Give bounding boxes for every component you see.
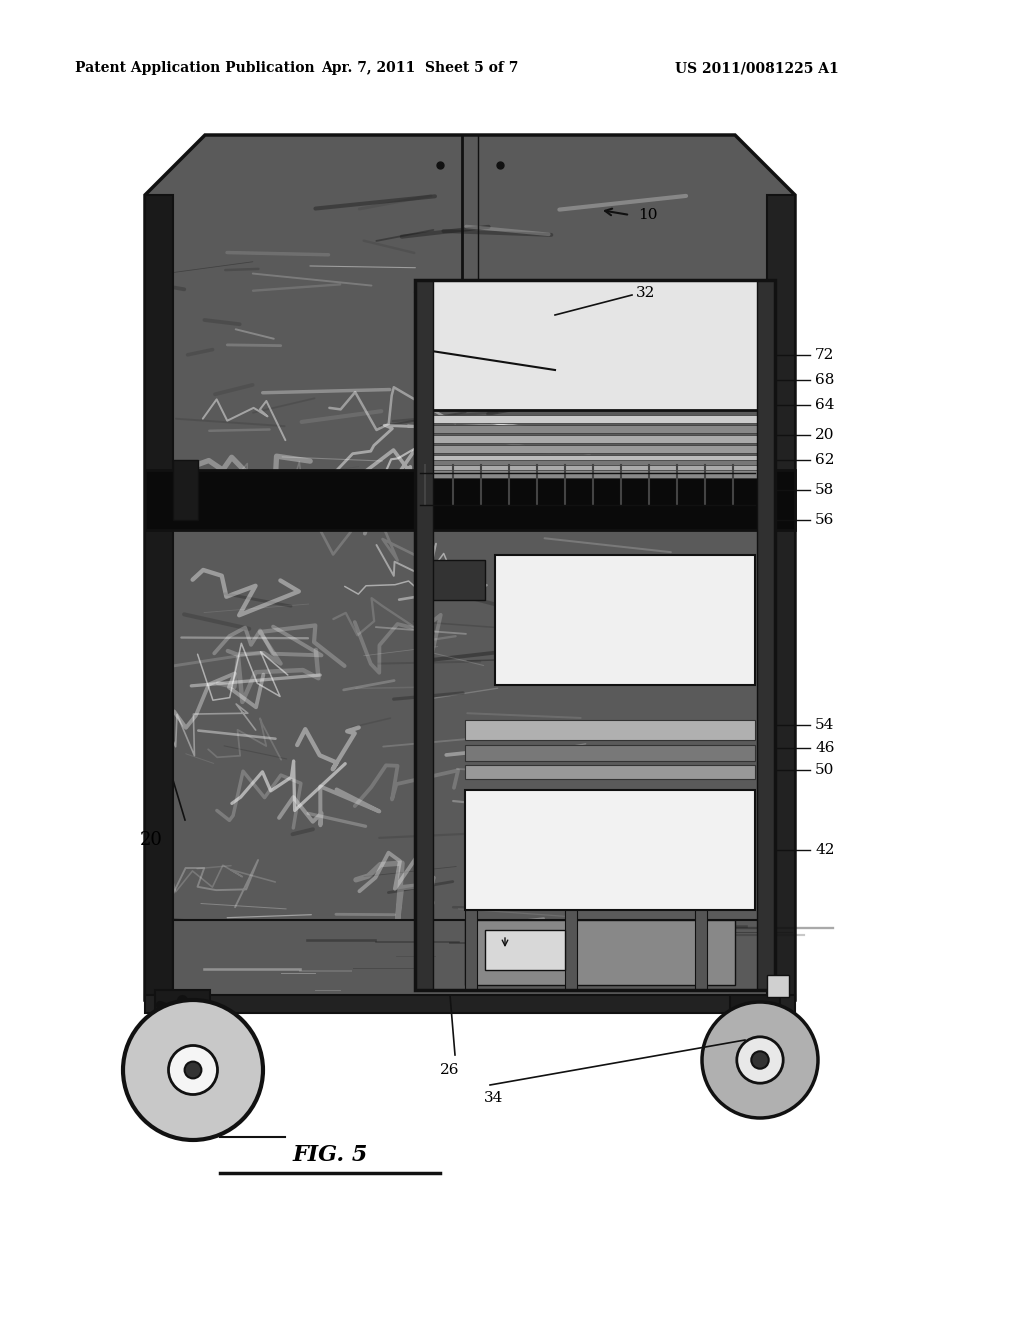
Bar [420, 425, 770, 433]
Bar [145, 470, 795, 531]
Text: 68: 68 [815, 374, 835, 387]
Circle shape [752, 1051, 769, 1069]
Text: 20: 20 [815, 428, 835, 442]
Circle shape [184, 1061, 202, 1078]
Polygon shape [145, 135, 795, 1001]
Bar [420, 465, 770, 473]
Bar [420, 436, 770, 444]
Text: Apr. 7, 2011  Sheet 5 of 7: Apr. 7, 2011 Sheet 5 of 7 [322, 61, 519, 75]
Bar [415, 280, 433, 990]
Text: 34: 34 [484, 1092, 504, 1105]
Text: 72: 72 [815, 348, 835, 362]
Bar [420, 470, 770, 478]
Text: 64: 64 [815, 399, 835, 412]
Text: Patent Application Publication: Patent Application Publication [75, 61, 314, 75]
Bar [155, 990, 210, 1049]
Bar [420, 455, 770, 463]
Text: FIG. 5: FIG. 5 [292, 1144, 368, 1166]
Circle shape [737, 1036, 783, 1084]
Circle shape [169, 1045, 217, 1094]
Bar [695, 909, 707, 990]
Bar [730, 995, 780, 1045]
Bar [565, 909, 577, 990]
Text: 62: 62 [815, 453, 835, 467]
Bar [420, 414, 770, 422]
Bar [465, 744, 755, 762]
Bar [415, 280, 775, 990]
Text: 42: 42 [815, 843, 835, 857]
Bar [495, 554, 755, 685]
Bar [767, 975, 790, 997]
Bar [145, 995, 795, 1012]
Text: 50: 50 [815, 763, 835, 777]
Bar [420, 459, 770, 469]
Bar [173, 459, 198, 520]
Text: 58: 58 [815, 483, 835, 498]
Bar [465, 719, 755, 741]
Bar [465, 766, 755, 779]
Bar [465, 920, 735, 985]
Text: 46: 46 [815, 741, 835, 755]
Bar [757, 280, 775, 990]
Bar [415, 280, 775, 411]
Bar [465, 789, 755, 909]
Bar [465, 909, 477, 990]
Circle shape [702, 1002, 818, 1118]
Bar [420, 445, 770, 453]
Bar [145, 195, 173, 1001]
Text: 54: 54 [815, 718, 835, 733]
Text: 10: 10 [638, 209, 657, 222]
Bar [173, 920, 767, 1001]
Text: 56: 56 [815, 513, 835, 527]
Text: 32: 32 [636, 286, 655, 300]
Text: 20: 20 [140, 832, 163, 849]
Bar [767, 195, 795, 1001]
Text: 26: 26 [440, 1063, 460, 1077]
Text: US 2011/0081225 A1: US 2011/0081225 A1 [675, 61, 839, 75]
Bar [425, 560, 485, 601]
Circle shape [123, 1001, 263, 1140]
Bar [485, 931, 565, 970]
